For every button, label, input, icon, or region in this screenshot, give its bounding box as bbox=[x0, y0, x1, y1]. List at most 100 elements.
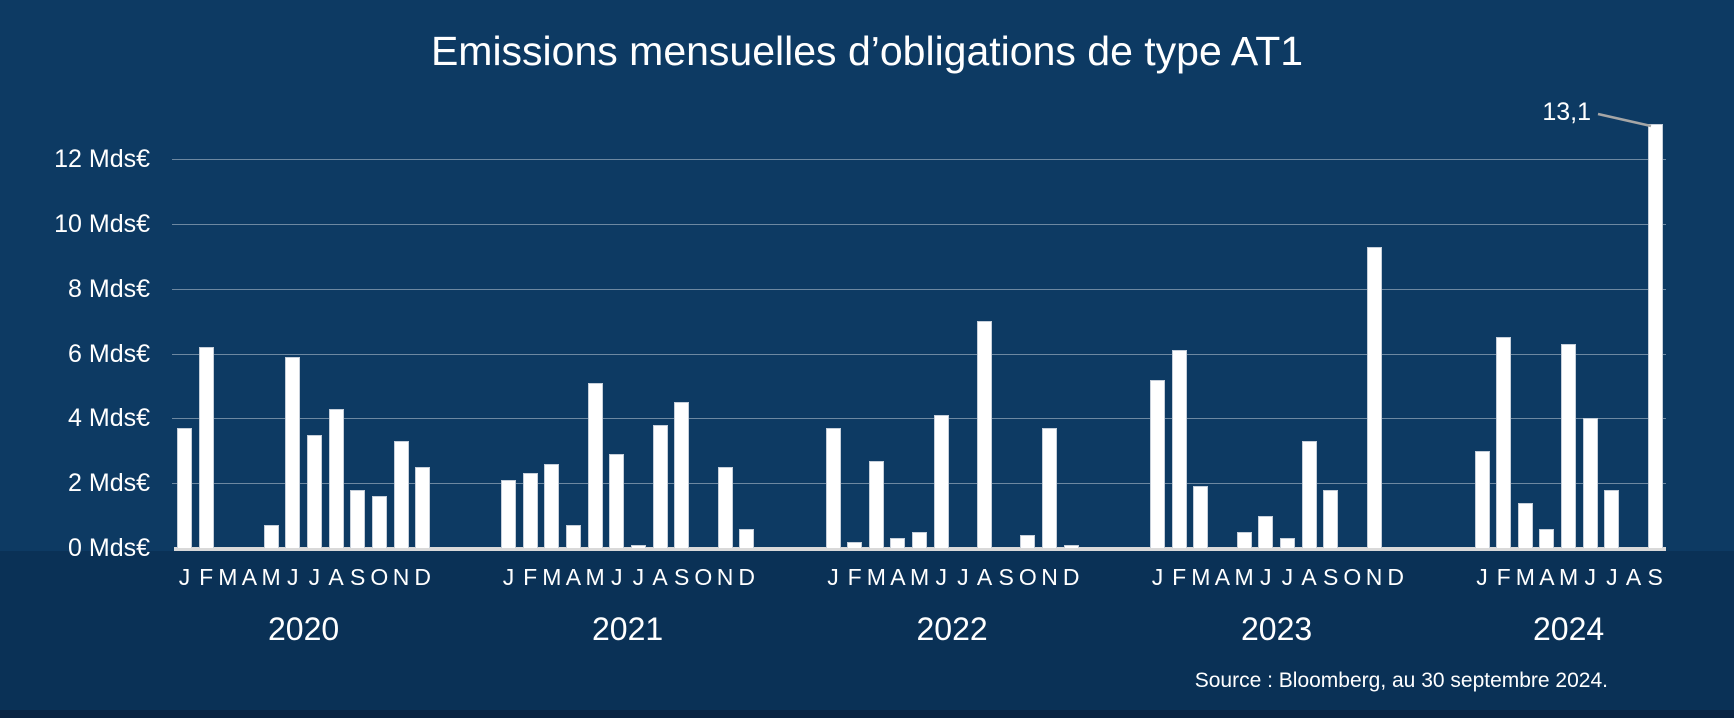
bar bbox=[177, 428, 192, 548]
month-label: O bbox=[1018, 564, 1037, 590]
y-axis-tick-label: 2 Mds€ bbox=[68, 469, 150, 498]
month-label: N bbox=[1365, 564, 1383, 590]
month-label: F bbox=[199, 564, 214, 590]
bar bbox=[912, 531, 928, 548]
y-axis-tick-label: 10 Mds€ bbox=[54, 210, 150, 238]
bar bbox=[674, 402, 690, 548]
bar bbox=[1582, 418, 1598, 548]
month-label: S bbox=[350, 564, 366, 590]
bar bbox=[1474, 450, 1490, 548]
y-axis-tick-label: 12 Mds€ bbox=[54, 145, 150, 174]
bar bbox=[868, 460, 884, 548]
footer-bar bbox=[0, 710, 1734, 718]
y-axis-tick-label: 6 Mds€ bbox=[68, 339, 150, 368]
month-label: M bbox=[866, 564, 886, 590]
source-note: Source : Bloomberg, au 30 septembre 2024… bbox=[1194, 669, 1608, 692]
month-label: A bbox=[1214, 564, 1231, 590]
bar bbox=[1366, 246, 1382, 548]
month-label: J bbox=[632, 564, 645, 590]
bar bbox=[544, 463, 560, 548]
month-label: M bbox=[218, 564, 238, 590]
bar bbox=[1042, 428, 1057, 548]
month-label: M bbox=[910, 564, 930, 590]
month-label: A bbox=[976, 564, 993, 590]
month-label: N bbox=[392, 564, 410, 590]
y-axis-tick-label: 8 Mds€ bbox=[68, 274, 150, 303]
gridline bbox=[172, 483, 1666, 485]
bar bbox=[1496, 337, 1512, 548]
bar bbox=[739, 528, 755, 548]
month-label: J bbox=[1584, 564, 1597, 590]
month-label: N bbox=[1041, 564, 1058, 590]
y-axis-tick-label: 4 Mds€ bbox=[68, 404, 150, 433]
bar bbox=[1193, 486, 1209, 548]
month-label: D bbox=[738, 564, 755, 590]
x-axis-line bbox=[174, 547, 1666, 551]
year-label: 2022 bbox=[916, 611, 988, 647]
bar bbox=[1150, 379, 1165, 548]
month-label: A bbox=[241, 564, 258, 590]
month-label: F bbox=[847, 564, 862, 590]
bar bbox=[565, 525, 581, 548]
month-label: J bbox=[502, 564, 515, 590]
month-label: A bbox=[565, 564, 582, 590]
month-label: J bbox=[827, 564, 839, 590]
bar bbox=[825, 428, 841, 548]
month-label: J bbox=[178, 564, 191, 590]
month-label: M bbox=[261, 564, 281, 590]
month-label: M bbox=[1234, 564, 1254, 590]
gridline bbox=[172, 159, 1666, 161]
value-annotation: 13,1 bbox=[1542, 98, 1591, 126]
month-label: J bbox=[611, 564, 623, 590]
bar bbox=[1301, 441, 1317, 548]
month-label: M bbox=[1515, 564, 1535, 590]
bar bbox=[328, 408, 344, 548]
bar bbox=[717, 467, 733, 548]
callout-line bbox=[1597, 112, 1652, 128]
bar bbox=[1539, 528, 1555, 548]
bar bbox=[285, 356, 301, 548]
bar bbox=[609, 454, 625, 548]
bar bbox=[630, 544, 646, 548]
bar bbox=[393, 441, 409, 548]
bar bbox=[977, 321, 993, 548]
bar bbox=[1258, 515, 1274, 548]
month-label: O bbox=[1343, 564, 1362, 590]
month-label: J bbox=[935, 564, 948, 590]
month-label: S bbox=[998, 564, 1014, 590]
bar bbox=[1517, 502, 1533, 548]
month-label: A bbox=[652, 564, 668, 590]
bar bbox=[847, 541, 863, 548]
month-label: J bbox=[1260, 564, 1272, 590]
month-label: M bbox=[1559, 564, 1579, 590]
month-label: D bbox=[1387, 564, 1404, 590]
month-label: J bbox=[957, 564, 969, 590]
gridline bbox=[172, 224, 1666, 225]
month-label: J bbox=[1476, 564, 1488, 590]
month-label: N bbox=[716, 564, 734, 590]
year-label: 2021 bbox=[591, 611, 664, 647]
bar bbox=[933, 415, 949, 548]
bar bbox=[198, 347, 214, 548]
bar bbox=[1279, 538, 1295, 548]
month-label: A bbox=[1301, 564, 1317, 590]
bar bbox=[652, 424, 668, 548]
bar bbox=[522, 473, 538, 548]
bar bbox=[1647, 123, 1663, 548]
axis-band-background bbox=[0, 551, 1734, 710]
month-label: A bbox=[890, 564, 906, 590]
bar bbox=[306, 434, 322, 548]
gridline bbox=[172, 353, 1666, 355]
year-label: 2020 bbox=[267, 611, 340, 647]
month-label: A bbox=[328, 564, 344, 590]
month-label: M bbox=[1191, 564, 1211, 590]
month-label: S bbox=[1647, 564, 1663, 590]
month-label: J bbox=[1606, 564, 1618, 590]
bar bbox=[1171, 350, 1187, 548]
month-label: S bbox=[1323, 564, 1339, 590]
month-label: M bbox=[585, 564, 605, 590]
chart-title: Emissions mensuelles d’obligations de ty… bbox=[430, 28, 1304, 74]
month-label: A bbox=[1539, 564, 1555, 590]
month-label: D bbox=[1062, 564, 1080, 590]
